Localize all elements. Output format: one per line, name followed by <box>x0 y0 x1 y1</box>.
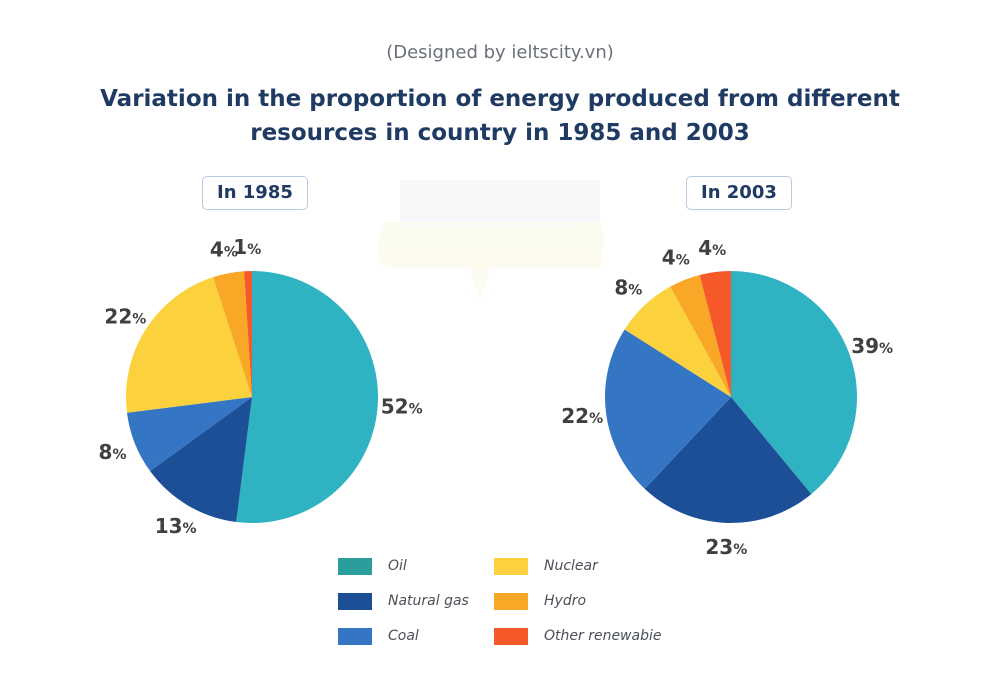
pct-label-nuclear: 8% <box>614 276 642 300</box>
legend-item-hydro: Hydro <box>494 589 586 613</box>
pie-slice-coal <box>126 397 252 472</box>
legend-label: Natural gas <box>388 593 469 609</box>
chart-title-line-2: resources in country in 1985 and 2003 <box>250 120 750 146</box>
pct-label-natural-gas: 13% <box>155 514 197 538</box>
chart-title-line-1: Variation in the proportion of energy pr… <box>100 86 900 112</box>
legend-swatch <box>494 627 528 645</box>
legend-label: Oil <box>388 558 407 574</box>
legend-swatch <box>338 592 372 610</box>
legend-item-other-renewable: Other renewabie <box>494 624 661 648</box>
pie-slice-oil <box>236 271 378 523</box>
pie-slice-natural-gas <box>644 397 812 523</box>
pie-slice-hydro <box>670 274 731 397</box>
legend-item-nuclear: Nuclear <box>494 554 598 578</box>
legend-swatch <box>338 557 372 575</box>
pie-slice-other-renewable <box>244 271 252 397</box>
legend-item-coal: Coal <box>338 624 419 648</box>
pie-1985: 52% 13% 8% 22% 4%1% <box>99 235 423 538</box>
pie-slice-nuclear <box>624 286 731 397</box>
pct-label-natural-gas: 23% <box>705 535 747 559</box>
pct-label-nuclear: 22% <box>104 305 146 329</box>
legend-label: Hydro <box>544 593 587 609</box>
legend: Oil Nuclear Natural gas Hydro Coal Other… <box>0 554 1000 664</box>
legend-swatch <box>338 627 372 645</box>
pct-label-coal: 22% <box>561 404 603 428</box>
pie-slice-natural-gas <box>150 397 252 523</box>
legend-label: Coal <box>388 628 419 644</box>
legend-item-oil: Oil <box>338 554 407 578</box>
pie-slice-hydro <box>213 271 252 397</box>
designer-credit: (Designed by ieltscity.vn) <box>386 42 614 63</box>
pct-label-hydro: 4% <box>662 246 690 270</box>
pie-1985-title: In 1985 <box>202 176 308 210</box>
pct-label-oil: 52% <box>381 394 423 418</box>
legend-label: Nuclear <box>544 558 598 574</box>
pct-label-other-renewable: 1% <box>233 235 261 259</box>
pie-slice-nuclear <box>125 277 252 413</box>
pie-2003-title: In 2003 <box>686 176 792 210</box>
pct-label-coal: 8% <box>99 440 127 464</box>
pct-label-other-renewable: 4% <box>698 236 726 260</box>
chart-title: Variation in the proportion of energy pr… <box>0 82 1000 150</box>
pie-2003: 39% 23% 22% 8% 4% 4% <box>561 236 893 559</box>
pie-slice-oil <box>731 271 858 495</box>
watermark-logo <box>377 180 605 300</box>
legend-item-natural-gas: Natural gas <box>338 589 469 613</box>
pie-slice-coal <box>605 329 731 489</box>
legend-label: Other renewabie <box>544 628 662 644</box>
legend-swatch <box>494 592 528 610</box>
pct-label-oil: 39% <box>851 334 893 358</box>
pct-label-hydro: 4% <box>210 238 238 262</box>
pie-slice-other-renewable <box>699 271 731 397</box>
legend-swatch <box>494 557 528 575</box>
